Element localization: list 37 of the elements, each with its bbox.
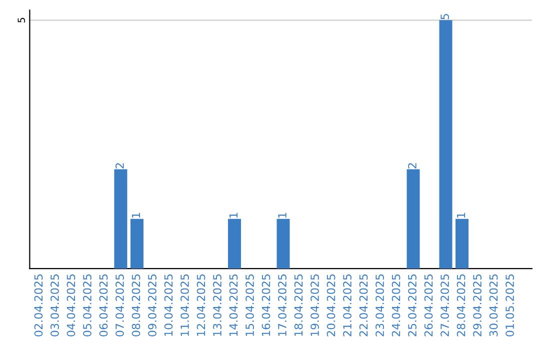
data-label: 1 <box>456 212 466 218</box>
x-tick-label: 17.04.2025 <box>278 274 286 336</box>
x-tick-label: 13.04.2025 <box>213 274 222 336</box>
x-tick-label: 18.04.2025 <box>294 274 303 336</box>
data-label: 1 <box>132 212 140 218</box>
data-label: 2 <box>408 163 416 168</box>
x-tick-label: 04.04.2025 <box>66 274 76 336</box>
x-tick-label: 06.04.2025 <box>99 274 108 336</box>
x-tick-label: 21.04.2025 <box>343 274 352 336</box>
x-tick-label: 29.04.2025 <box>473 274 482 336</box>
x-tick-label: 25.04.2025 <box>408 274 416 336</box>
x-tick-label: 16.04.2025 <box>262 274 270 336</box>
x-tick-label: 07.04.2025 <box>116 274 124 336</box>
x-tick-label: 24.04.2025 <box>392 274 400 336</box>
data-label: 1 <box>278 212 286 218</box>
x-tick-label: 26.04.2025 <box>424 274 433 336</box>
x-tick-label: 28.04.2025 <box>456 274 466 336</box>
x-tick-label: 20.04.2025 <box>326 274 336 336</box>
x-tick-label: 11.04.2025 <box>180 274 189 336</box>
x-tick-label: 08.04.2025 <box>132 274 140 336</box>
x-tick-label: 14.04.2025 <box>229 274 238 336</box>
x-tick-label: 19.04.2025 <box>310 274 319 336</box>
data-label: 2 <box>116 163 124 168</box>
x-tick-label: 05.04.2025 <box>83 274 92 336</box>
x-tick-label: 27.04.2025 <box>440 274 449 336</box>
data-label: 1 <box>229 212 238 218</box>
data-label: 5 <box>440 14 449 20</box>
x-tick-label: 15.04.2025 <box>246 274 254 336</box>
x-tick-label: 22.04.2025 <box>359 274 368 336</box>
x-tick-label: 12.04.2025 <box>196 274 206 336</box>
x-tick-label: 10.04.2025 <box>164 274 173 336</box>
x-tick-label: 09.04.2025 <box>148 274 156 336</box>
x-tick-label: 03.04.2025 <box>50 274 59 336</box>
x-tick-label: 01.05.2025 <box>506 274 514 336</box>
x-tick-label: 02.04.2025 <box>34 274 43 336</box>
x-tick-label: 30.04.2025 <box>489 274 498 336</box>
x-tick-label: 23.04.2025 <box>376 274 384 336</box>
